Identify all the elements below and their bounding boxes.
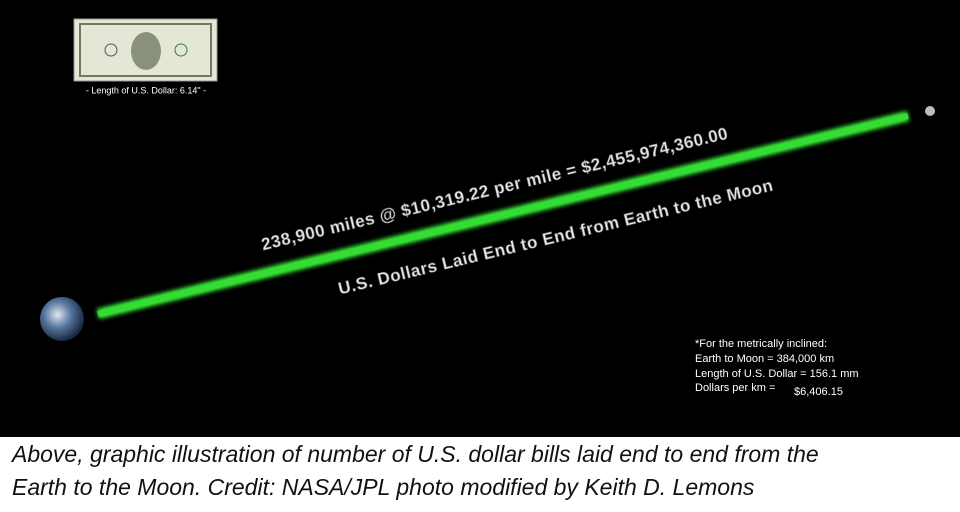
caption-line: Above, graphic illustration of number of…	[10, 441, 819, 467]
earth-moon-line	[97, 113, 909, 317]
metric-line: Earth to Moon = 384,000 km	[695, 353, 834, 365]
dollar-caption: - Length of U.S. Dollar: 6.14" -	[86, 85, 206, 95]
metric-value: $6,406.15	[794, 386, 843, 398]
caption-background	[0, 437, 960, 512]
earth	[40, 297, 84, 341]
metric-line: Length of U.S. Dollar = 156.1 mm	[695, 368, 859, 380]
dollar-bill	[73, 18, 218, 82]
metric-line: Dollars per km =	[695, 382, 775, 394]
caption-line: Earth to the Moon. Credit: NASA/JPL phot…	[12, 474, 755, 500]
metric-title: *For the metrically inclined:	[695, 338, 827, 350]
moon	[925, 106, 935, 116]
